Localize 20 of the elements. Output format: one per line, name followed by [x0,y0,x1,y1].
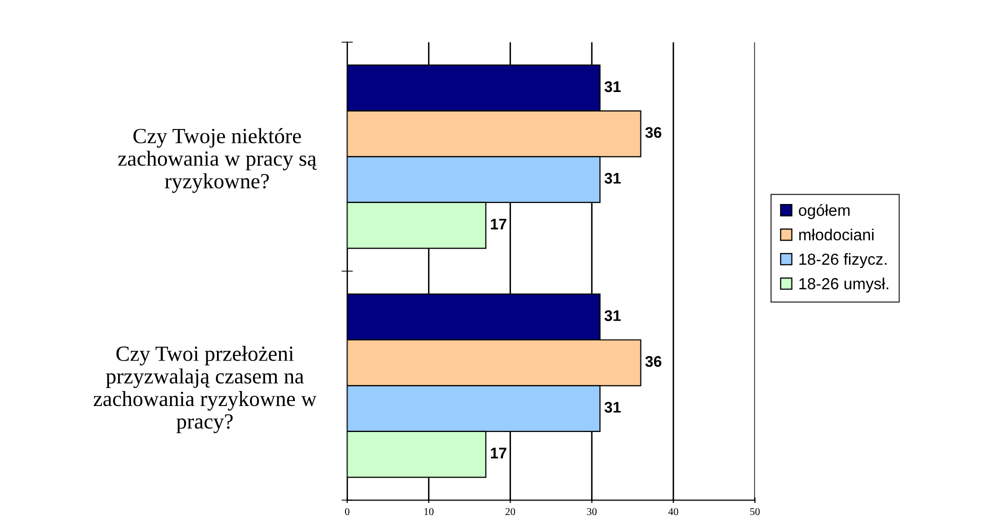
legend-label: ogółem [798,204,850,220]
x-tick-label: 30 [587,508,597,516]
x-tick-label: 0 [344,508,350,516]
data-label: 36 [645,356,662,367]
data-label: 17 [490,218,506,230]
x-tick-label: 50 [750,508,760,516]
data-label: 31 [604,81,621,92]
x-tick-label: 40 [668,508,678,516]
legend-label: młodociani [799,228,874,240]
legend-label: 18-26 fizycz. [799,253,886,268]
y-tick-label: Czy Twoje niektóre zachowania w pracy są ryzykowne? [118,128,317,193]
data-label: 36 [645,127,662,138]
data-label: 31 [604,310,621,322]
x-tick-label: 10 [424,508,434,516]
data-label: 31 [604,402,621,413]
x-tick-label: 20 [506,508,516,516]
data-label: 31 [604,172,621,184]
data-label: 17 [490,448,506,458]
y-tick-label: Czy Twoi przełożeni przyzwalają czasem na zachowania ryzykowne w pracy? [94,346,317,434]
legend-label: 18-26 umysł. [799,278,888,293]
